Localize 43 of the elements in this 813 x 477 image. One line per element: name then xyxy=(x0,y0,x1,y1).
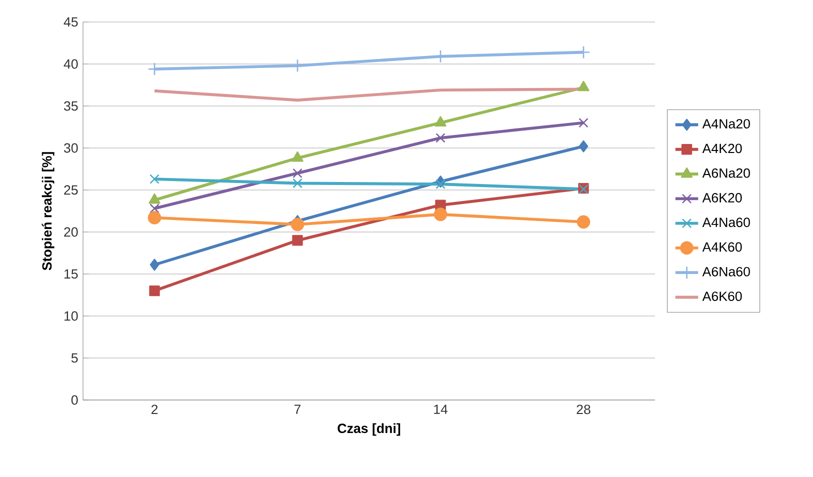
point xyxy=(436,133,446,143)
legend-label: A4Na60 xyxy=(702,218,750,228)
y-tick-label: 0 xyxy=(71,395,78,405)
y-tick-label: 45 xyxy=(64,17,78,27)
y-tick-label: 15 xyxy=(64,269,78,279)
legend-label: A6K20 xyxy=(702,193,742,202)
y-tick-label: 10 xyxy=(64,311,78,321)
point xyxy=(148,193,160,204)
y-tick-label: 25 xyxy=(64,185,78,195)
point xyxy=(148,211,162,224)
y-tick-label: 5 xyxy=(71,353,78,363)
y-tick-label: 30 xyxy=(64,143,78,153)
legend-label: A4Na20 xyxy=(702,119,750,129)
point xyxy=(292,178,302,188)
y-axis-title: Stopień reakcji [%] xyxy=(42,152,54,270)
y-tick-label: 40 xyxy=(64,59,78,69)
point xyxy=(578,80,590,92)
x-tick-label: 14 xyxy=(434,404,448,414)
point xyxy=(290,218,304,232)
point xyxy=(578,118,588,128)
x-tick-label: 7 xyxy=(294,404,301,414)
point xyxy=(150,174,160,184)
point xyxy=(434,116,446,126)
point xyxy=(576,215,590,229)
x-tick-label: 2 xyxy=(151,404,158,414)
point xyxy=(436,179,446,190)
y-tick-label: 20 xyxy=(64,227,78,237)
point xyxy=(434,208,448,222)
point xyxy=(150,258,160,271)
x-tick-label: 28 xyxy=(576,404,590,414)
legend-label: A6Na20 xyxy=(702,168,750,178)
y-tick-label: 35 xyxy=(64,101,78,111)
legend-label: A4K60 xyxy=(702,242,742,252)
point xyxy=(578,140,588,152)
point xyxy=(150,204,160,214)
point xyxy=(292,151,304,162)
x-axis-title: Czas [dni] xyxy=(338,423,400,436)
legend-label: A6K60 xyxy=(702,292,742,302)
point xyxy=(149,285,160,296)
legend-label: A6Na60 xyxy=(702,266,750,276)
point xyxy=(292,168,302,178)
point xyxy=(292,235,303,246)
legend-label: A4K20 xyxy=(702,144,742,154)
